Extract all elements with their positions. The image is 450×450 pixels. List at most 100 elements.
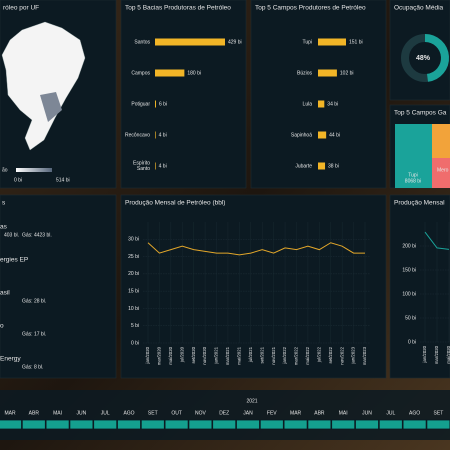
timeline-segment xyxy=(45,419,70,430)
category-label: Lula xyxy=(303,101,313,107)
map-legend-min: 0 bi xyxy=(14,177,22,183)
treemap-cell xyxy=(395,124,432,188)
x-tick-label: mai/2022 xyxy=(305,346,310,364)
timeline-month: MAR xyxy=(4,410,16,416)
timeline-segment xyxy=(21,419,46,430)
map-region xyxy=(40,92,62,122)
timeline-month: SET xyxy=(434,410,444,416)
x-tick-label: nov/2022 xyxy=(339,346,344,364)
timeline-month: DEZ xyxy=(219,410,229,416)
x-tick-label: set/2020 xyxy=(191,346,196,363)
category-label: Santos xyxy=(134,39,150,45)
timeline-segment xyxy=(331,419,356,430)
monthly-gas-panel xyxy=(389,194,450,379)
y-tick-label: 5 bi xyxy=(131,323,139,329)
value-label: 4 bi xyxy=(159,132,167,138)
bar xyxy=(318,162,326,170)
value-label: 429 bi xyxy=(228,39,242,45)
monthly-oil-panel xyxy=(120,194,387,379)
y-tick-label: 100 bi xyxy=(402,291,416,297)
timeline-month: MAI xyxy=(53,410,62,416)
brazil-map xyxy=(1,21,86,151)
x-tick-label: mai/2021 xyxy=(237,346,242,364)
category-label: Tupi xyxy=(302,39,312,45)
company-gas: Gás: 28 bl. xyxy=(22,298,46,304)
timeline-segment xyxy=(259,419,284,430)
timeline-month: JUL xyxy=(101,410,110,416)
timeline-month: JUN xyxy=(77,410,87,416)
x-tick-label: mar/2020 xyxy=(157,346,162,365)
map-caption: ão xyxy=(2,167,8,173)
timeline-month: ABR xyxy=(314,410,325,416)
x-tick-label: jan/2021 xyxy=(214,346,219,364)
x-tick-label: jan/2020 xyxy=(422,345,427,363)
timeline-month: JUN xyxy=(362,410,372,416)
bar xyxy=(318,100,325,108)
x-tick-label: jul/2020 xyxy=(179,346,184,363)
x-tick-label: set/2022 xyxy=(328,346,333,363)
company-name: asil xyxy=(0,290,10,297)
y-tick-label: 200 bi xyxy=(402,243,416,249)
category-label: Jubarte xyxy=(295,163,312,169)
bar xyxy=(318,38,346,46)
value-label: 44 bi xyxy=(329,132,340,138)
x-tick-label: jan/2023 xyxy=(351,346,356,364)
timeline-segment xyxy=(426,419,450,430)
y-tick-label: 30 bi xyxy=(128,237,139,243)
bar xyxy=(318,131,327,139)
x-tick-label: mar/2021 xyxy=(225,346,230,365)
timeline-month: NOV xyxy=(195,410,207,416)
timeline-segment xyxy=(355,419,379,430)
category-label: Potiguar xyxy=(131,101,150,107)
chart-title: Ocupação Média xyxy=(394,5,444,12)
timeline-segment xyxy=(212,419,237,430)
x-tick-label: set/2021 xyxy=(259,346,264,363)
timeline-band xyxy=(0,390,450,440)
company-name: o xyxy=(0,323,4,330)
timeline-segment xyxy=(69,419,94,430)
timeline-month: SET xyxy=(148,410,158,416)
line xyxy=(147,242,365,256)
treemap-value: 8068 bi xyxy=(405,178,421,184)
x-tick-label: mar/2020 xyxy=(434,345,439,364)
x-tick-label: mai/2020 xyxy=(446,345,450,363)
companies-panel xyxy=(0,194,117,379)
y-tick-label: 50 bi xyxy=(405,315,416,321)
timeline-month: AGO xyxy=(123,410,134,416)
timeline-segment xyxy=(117,419,141,430)
timeline-month: ABR xyxy=(29,410,40,416)
timeline-segment xyxy=(140,419,165,430)
x-tick-label: mar/2022 xyxy=(294,346,299,365)
category-label: Campos xyxy=(131,70,150,76)
timeline-segment xyxy=(236,419,260,430)
line xyxy=(424,231,450,250)
x-tick-label: jan/2020 xyxy=(145,346,150,364)
category-label: Búzios xyxy=(297,70,313,76)
company-name: as xyxy=(0,224,8,231)
x-tick-label: jan/2022 xyxy=(282,346,287,364)
treemap-cell xyxy=(432,124,450,158)
x-tick-label: nov/2021 xyxy=(271,346,276,364)
value-label: 4 bi xyxy=(159,163,167,169)
treemap-name: Tupi xyxy=(408,172,418,178)
value-label: 6 bi xyxy=(159,101,167,107)
x-tick-label: jul/2021 xyxy=(248,346,253,363)
company-detail: 403 bl. xyxy=(4,232,19,238)
bar xyxy=(155,69,185,77)
company-gas: Gás: 8 bl. xyxy=(22,364,43,370)
company-name: Energy xyxy=(0,356,21,363)
chart-title: Produção Mensal xyxy=(394,200,445,207)
bar xyxy=(155,38,225,46)
chart-title: Top 5 Campos Produtores de Petróleo xyxy=(255,5,366,12)
company-gas: Gás: 17 bl. xyxy=(22,331,46,337)
y-tick-label: 10 bi xyxy=(128,306,139,312)
chart-title: Produção Mensal de Petróleo (bbl) xyxy=(125,200,225,207)
timeline-segment xyxy=(307,419,332,430)
timeline-month: JUL xyxy=(386,410,395,416)
timeline-segment xyxy=(164,419,189,430)
bar xyxy=(155,100,156,108)
timeline-month: MAI xyxy=(339,410,348,416)
timeline-segment xyxy=(378,419,403,430)
timeline-month: AGO xyxy=(409,410,420,416)
